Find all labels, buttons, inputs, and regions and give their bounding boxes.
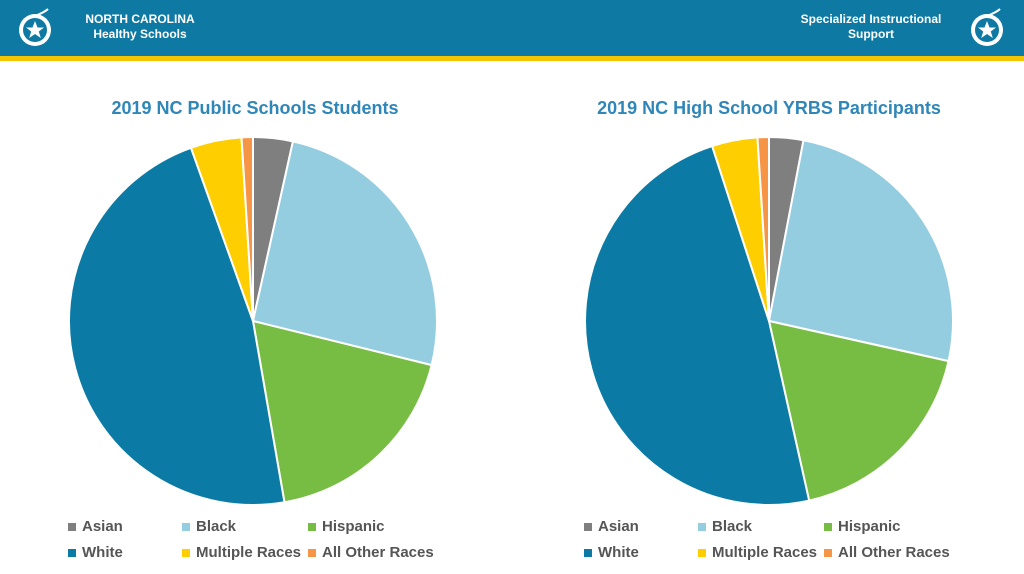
legend-swatch (308, 548, 316, 557)
legend-item-asian: Asian (584, 518, 639, 535)
legend-item-white: White (68, 544, 123, 561)
legend-label: All Other Races (322, 544, 434, 561)
legend-item-black: Black (182, 518, 236, 535)
legend-item-all-other-races: All Other Races (308, 544, 434, 561)
legend-label: Black (196, 518, 237, 535)
org-name-line1: NORTH CAROLINA (85, 12, 195, 26)
org-name-line2: Healthy Schools (93, 27, 187, 41)
legend-swatch (584, 548, 592, 557)
legend-label: Multiple Races (712, 544, 818, 561)
pie-slice-hispanic (767, 319, 950, 502)
legend-item-all-other-races: All Other Races (824, 544, 950, 561)
legend-label: White (598, 544, 639, 561)
legend-swatch (182, 548, 190, 557)
legend-label: White (82, 544, 123, 561)
legend-item-asian: Asian (68, 518, 123, 535)
section-name: Specialized Instructional Support (790, 12, 952, 42)
pie-slice-white (67, 146, 286, 506)
legend-swatch (824, 548, 832, 557)
legend-label: All Other Races (838, 544, 950, 561)
legend-item-black: Black (698, 518, 752, 535)
legend-swatch (824, 522, 832, 531)
legend-label: Hispanic (838, 518, 901, 535)
pie-slice-black (767, 139, 954, 363)
legend-label: Multiple Races (196, 544, 302, 561)
section-name-line2: Support (848, 27, 894, 41)
legend-label: Asian (598, 518, 639, 535)
legend-label: Black (712, 518, 753, 535)
legend-item-hispanic: Hispanic (308, 518, 385, 535)
legend-swatch (182, 522, 190, 531)
legend-swatch (698, 522, 706, 531)
legend-item-multiple-races: Multiple Races (182, 544, 301, 561)
legend-label: Asian (82, 518, 123, 535)
pie-slice-all-other-races (756, 135, 770, 322)
pie-slice-hispanic (251, 319, 433, 504)
pie-chart-yrbs (584, 135, 954, 506)
legend-item-hispanic: Hispanic (824, 518, 901, 535)
pie-slice-all-other-races (240, 135, 254, 322)
chart-title-public-schools: 2019 NC Public Schools Students (111, 98, 399, 118)
header-accent-stripe (0, 56, 1024, 61)
apple-star-icon (971, 8, 1003, 46)
pie-chart-public-schools (67, 135, 439, 506)
legend-public-schools: Asian Black Hispanic White Multiple Races All… (68, 518, 488, 568)
org-name: NORTH CAROLINA Healthy Schools (72, 12, 208, 42)
legend-label: Hispanic (322, 518, 385, 535)
legend-item-white: White (584, 544, 639, 561)
legend-swatch (68, 522, 76, 531)
legend-yrbs: Asian Black Hispanic White Multiple Races All… (584, 518, 1004, 568)
legend-swatch (698, 548, 706, 557)
legend-swatch (308, 522, 316, 531)
chart-title-yrbs: 2019 NC High School YRBS Participants (597, 98, 941, 118)
legend-swatch (584, 522, 592, 531)
section-name-line1: Specialized Instructional (800, 12, 942, 26)
legend-item-multiple-races: Multiple Races (698, 544, 817, 561)
header-bar (0, 0, 1024, 56)
apple-star-icon (19, 8, 51, 46)
pie-slice-black (251, 140, 439, 367)
legend-swatch (68, 548, 76, 557)
pie-slice-white (584, 144, 811, 506)
